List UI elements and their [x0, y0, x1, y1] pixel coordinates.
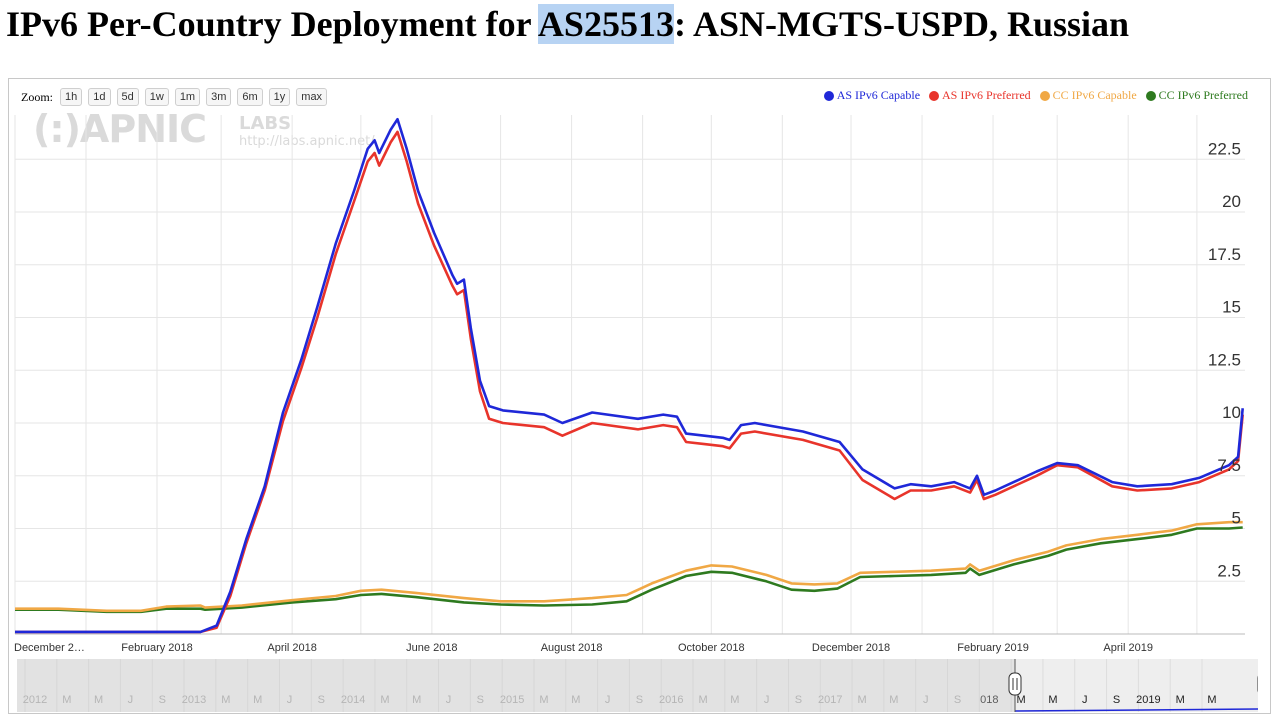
legend-item-as-preferred[interactable]: AS IPv6 Preferred	[929, 88, 1031, 103]
chart-series	[15, 117, 1244, 634]
navigator-label: M	[1207, 694, 1216, 706]
legend-dot-icon	[1145, 90, 1156, 101]
navigator-label: M	[698, 694, 707, 706]
y-tick-label: 5	[1232, 509, 1241, 528]
page-title-highlight: AS25513	[537, 4, 674, 44]
x-tick-label: February 2019	[957, 642, 1029, 654]
navigator-label: M	[62, 694, 71, 706]
navigator-label: 2017	[818, 694, 842, 706]
zoom-toolbar: Zoom: 1h 1d 5d 1w 1m 3m 6m 1y max	[21, 87, 330, 107]
navigator-label: 2015	[500, 694, 524, 706]
y-tick-label: 20	[1222, 192, 1241, 211]
legend-label: AS IPv6 Capable	[836, 88, 921, 102]
navigator-label: M	[253, 694, 262, 706]
y-tick-label: 15	[1222, 298, 1241, 317]
y-tick-label: 17.5	[1208, 245, 1241, 264]
zoom-5d-button[interactable]: 5d	[116, 88, 139, 106]
navigator-label: J	[287, 694, 293, 706]
navigator-label: S	[795, 694, 802, 706]
zoom-1y-button[interactable]: 1y	[268, 88, 291, 106]
legend-item-cc-capable[interactable]: CC IPv6 Capable	[1039, 88, 1137, 103]
navigator-label: J	[923, 694, 929, 706]
x-axis: December 2… February 2018 April 2018 June 2…	[14, 642, 1153, 654]
navigator-label: J	[446, 694, 452, 706]
chart-legend: AS IPv6 Capable AS IPv6 Preferred CC IPv…	[815, 88, 1248, 103]
zoom-1h-button[interactable]: 1h	[60, 88, 83, 106]
navigator-label: M	[857, 694, 866, 706]
legend-item-as-capable[interactable]: AS IPv6 Capable	[823, 88, 921, 103]
navigator-label: M	[221, 694, 230, 706]
navigator-mask	[17, 659, 1015, 712]
zoom-max-button[interactable]: max	[296, 88, 328, 106]
navigator-label: S	[1113, 694, 1120, 706]
navigator-label: S	[954, 694, 961, 706]
navigator-label: M	[1048, 694, 1057, 706]
legend-label: CC IPv6 Preferred	[1158, 88, 1248, 102]
chart-plot[interactable]: 2.5 5 7.5 10 12.5 15 17.5 20 22.5 December 2… Feb…	[9, 79, 1270, 713]
legend-item-cc-preferred[interactable]: CC IPv6 Preferred	[1145, 88, 1248, 103]
navigator-label: 2019	[1136, 694, 1160, 706]
zoom-6m-button[interactable]: 6m	[237, 88, 263, 106]
y-axis: 2.5 5 7.5 10 12.5 15 17.5 20 22.5	[1208, 139, 1241, 580]
navigator-label: 2013	[182, 694, 206, 706]
navigator-label: M	[380, 694, 389, 706]
page-title-suffix: : ASN-MGTS-USPD, Russian	[673, 4, 1130, 44]
navigator-label: M	[1176, 694, 1185, 706]
navigator-label: M	[539, 694, 548, 706]
navigator-label: S	[318, 694, 325, 706]
y-tick-label: 10	[1222, 403, 1241, 422]
navigator-label: M	[730, 694, 739, 706]
legend-dot-icon	[1039, 90, 1050, 101]
navigator-label: J	[1082, 694, 1088, 706]
chart-container: (:)APNIC LABS http://labs.apnic.net/ 2.5…	[8, 78, 1271, 714]
navigator-label: S	[636, 694, 643, 706]
navigator-left-handle[interactable]	[1008, 672, 1022, 696]
x-tick-label: April 2018	[267, 642, 317, 654]
navigator-label: M	[571, 694, 580, 706]
y-tick-label: 2.5	[1217, 561, 1241, 580]
zoom-label: Zoom:	[21, 89, 53, 104]
navigator-label: M	[889, 694, 898, 706]
series-cc-ipv6-preferred	[15, 526, 1243, 614]
navigator-label: M	[412, 694, 421, 706]
navigator-label: J	[764, 694, 770, 706]
x-tick-label: December 2018	[812, 642, 890, 654]
series-as-ipv6-capable	[15, 117, 1244, 634]
legend-label: AS IPv6 Preferred	[942, 88, 1031, 102]
chart-grid	[14, 115, 1245, 635]
y-tick-label: 7.5	[1217, 456, 1241, 475]
range-navigator[interactable]: 2012 M M J S 2013 M M J S 2014 M M J S 2015 M M J S 2016 M M J S…	[17, 659, 1270, 712]
navigator-label: S	[477, 694, 484, 706]
x-tick-label: December 2…	[14, 642, 85, 654]
navigator-timeline[interactable]: 2012 M M J S 2013 M M J S 2014 M M J S 2015 M M J S 2016 M M J S…	[17, 659, 1270, 712]
navigator-label: 2014	[341, 694, 365, 706]
zoom-1w-button[interactable]: 1w	[144, 88, 169, 106]
navigator-series-trace	[1014, 708, 1266, 712]
navigator-label: M	[94, 694, 103, 706]
navigator-label: 018	[980, 694, 998, 706]
navigator-label: J	[128, 694, 134, 706]
navigator-label: S	[159, 694, 166, 706]
x-tick-label: April 2019	[1103, 642, 1153, 654]
navigator-label: J	[605, 694, 611, 706]
x-tick-label: October 2018	[678, 642, 745, 654]
y-tick-label: 22.5	[1208, 139, 1241, 158]
x-tick-label: June 2018	[406, 642, 457, 654]
series-cc-ipv6-capable	[15, 520, 1243, 613]
legend-dot-icon	[929, 90, 940, 101]
page-title: IPv6 Per-Country Deployment for AS25513:…	[6, 2, 1280, 46]
zoom-1d-button[interactable]: 1d	[88, 88, 111, 106]
navigator-label: 2016	[659, 694, 683, 706]
navigator-label: 2012	[23, 694, 47, 706]
legend-label: CC IPv6 Capable	[1052, 88, 1137, 102]
page-title-prefix: IPv6 Per-Country Deployment for	[6, 4, 538, 44]
y-tick-label: 12.5	[1208, 350, 1241, 369]
x-tick-label: August 2018	[541, 642, 603, 654]
legend-dot-icon	[823, 90, 834, 101]
series-as-ipv6-preferred	[15, 130, 1244, 634]
x-tick-label: February 2018	[121, 642, 193, 654]
navigator-label: M	[1017, 694, 1026, 706]
zoom-1m-button[interactable]: 1m	[174, 88, 201, 106]
zoom-3m-button[interactable]: 3m	[206, 88, 232, 106]
